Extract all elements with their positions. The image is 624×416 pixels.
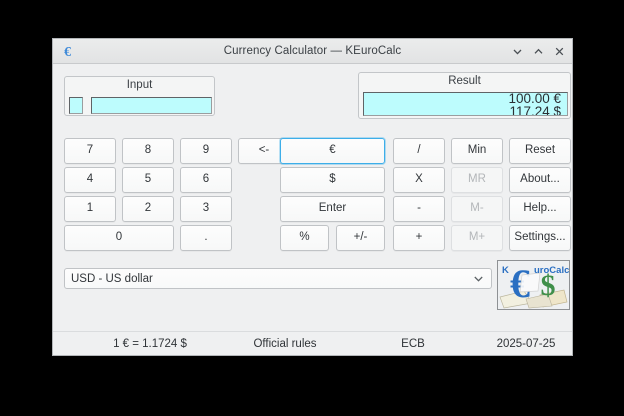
svg-text:€: € — [510, 261, 530, 306]
key-minus[interactable]: - — [393, 196, 445, 222]
currency-select[interactable]: USD - US dollar — [64, 268, 492, 289]
key-1[interactable]: 1 — [64, 196, 116, 222]
key-3[interactable]: 3 — [180, 196, 232, 222]
input-group-label: Input — [126, 79, 153, 91]
key-memory-recall: MR — [451, 167, 503, 193]
key-8[interactable]: 8 — [122, 138, 174, 164]
key-memory-add: M+ — [451, 225, 503, 251]
status-exchange-rate: 1 € = 1.1724 $ — [113, 337, 187, 350]
key-0[interactable]: 0 — [64, 225, 174, 251]
key-reset[interactable]: Reset — [509, 138, 571, 164]
key-settings[interactable]: Settings... — [509, 225, 571, 251]
svg-text:$: $ — [541, 269, 556, 302]
key-plus-minus[interactable]: +/- — [336, 225, 385, 251]
key-memory-min[interactable]: Min — [451, 138, 503, 164]
key-9[interactable]: 9 — [180, 138, 232, 164]
result-line-euro: 100.00 € — [508, 92, 561, 106]
key-memory-subtract: M- — [451, 196, 503, 222]
window-title: Currency Calculator — KEuroCalc — [223, 45, 402, 57]
window-titlebar[interactable]: € Currency Calculator — KEuroCalc — [53, 39, 572, 64]
input-amount-field[interactable] — [91, 97, 212, 114]
currency-select-value: USD - US dollar — [71, 272, 153, 285]
key-5[interactable]: 5 — [122, 167, 174, 193]
key-percent[interactable]: % — [280, 225, 329, 251]
keurocalc-logo: € $ K uroCalc — [497, 260, 570, 310]
result-display: 100.00 € 117.24 $ — [363, 92, 568, 116]
statusbar: 1 € = 1.1724 $ Official rules ECB 2025-0… — [53, 331, 572, 355]
chevron-down-icon[interactable] — [507, 41, 527, 61]
euro-icon: € — [59, 43, 75, 59]
svg-text:K: K — [502, 265, 509, 276]
close-icon[interactable] — [549, 41, 569, 61]
key-divide[interactable]: / — [393, 138, 445, 164]
key-about[interactable]: About... — [509, 167, 571, 193]
key-decimal-point[interactable]: . — [180, 225, 232, 251]
result-group: Result 100.00 € 117.24 $ — [358, 72, 571, 119]
key-plus[interactable]: + — [393, 225, 445, 251]
key-6[interactable]: 6 — [180, 167, 232, 193]
result-line-foreign: 117.24 $ — [509, 103, 561, 116]
svg-text:€: € — [64, 45, 71, 59]
key-dollar[interactable]: $ — [280, 167, 385, 193]
key-4[interactable]: 4 — [64, 167, 116, 193]
key-enter[interactable]: Enter — [280, 196, 385, 222]
key-multiply[interactable]: X — [393, 167, 445, 193]
key-7[interactable]: 7 — [64, 138, 116, 164]
application-window: € Currency Calculator — KEuroCalc Input — [52, 38, 573, 356]
key-euro[interactable]: € — [280, 138, 385, 164]
input-sign-field[interactable] — [69, 97, 83, 114]
status-rate-date: 2025-07-25 — [496, 337, 556, 350]
key-help[interactable]: Help... — [509, 196, 571, 222]
result-group-label: Result — [448, 75, 481, 87]
status-rate-source: ECB — [401, 337, 425, 350]
chevron-up-icon[interactable] — [528, 41, 548, 61]
window-controls — [507, 41, 569, 61]
client-area: Input Result 100.00 € 117.24 $ 7 8 9 <- … — [53, 64, 572, 355]
key-2[interactable]: 2 — [122, 196, 174, 222]
status-rounding-rules: Official rules — [253, 337, 317, 350]
chevron-down-icon — [472, 272, 485, 285]
input-group: Input — [64, 76, 215, 116]
svg-text:uroCalc: uroCalc — [534, 265, 569, 276]
